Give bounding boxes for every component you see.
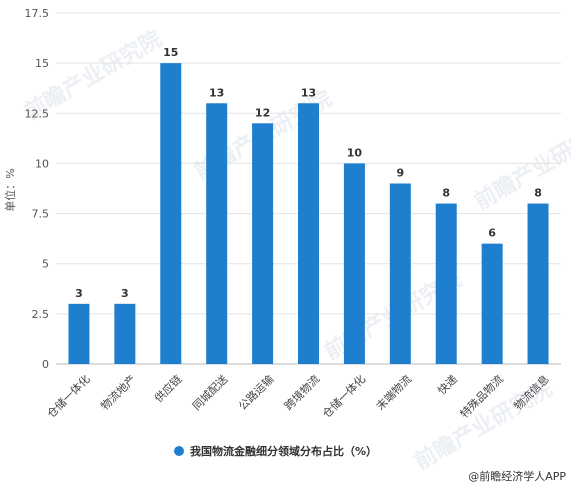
y-tick-label: 0 [42, 358, 49, 371]
data-label: 13 [209, 86, 224, 99]
data-label: 12 [255, 106, 270, 119]
data-label: 9 [396, 166, 404, 179]
x-tick-label: 仓储一体化 [319, 372, 368, 421]
x-tick-label: 供应链 [151, 372, 184, 405]
x-tick-label: 跨境物流 [281, 372, 322, 413]
x-tick-label: 仓储一体化 [44, 372, 93, 421]
data-label: 3 [121, 287, 129, 300]
y-tick-label: 5 [42, 258, 49, 271]
source-credit: @前瞻经济学人APP [468, 469, 566, 483]
legend-marker [174, 446, 184, 456]
bar [481, 243, 503, 364]
y-tick-label: 2.5 [32, 308, 50, 321]
data-label: 15 [163, 46, 178, 59]
y-tick-label: 17.5 [25, 7, 50, 20]
x-tick-label: 末端物流 [373, 372, 414, 413]
y-tick-label: 10 [35, 157, 49, 170]
bar [252, 123, 274, 364]
x-tick-label: 物流地产 [98, 372, 139, 413]
y-tick-label: 12.5 [25, 107, 50, 120]
y-axis-ticks: 0 2.5 5 7.5 10 12.5 15 17.5 [25, 7, 50, 371]
data-label: 13 [301, 86, 316, 99]
bars [68, 63, 549, 365]
y-tick-label: 15 [35, 57, 49, 70]
bar [527, 203, 549, 364]
bar [343, 163, 365, 364]
bar [114, 303, 136, 364]
bar [206, 103, 228, 364]
bar [68, 303, 90, 364]
x-tick-label: 公路运输 [235, 372, 276, 413]
legend-label: 我国物流金融细分领域分布占比（%） [190, 444, 377, 458]
data-label: 3 [75, 287, 83, 300]
legend: 我国物流金融细分领域分布占比（%） [174, 444, 377, 458]
x-tick-label: 同城配送 [189, 372, 230, 413]
y-axis-label: 单位：% [3, 168, 17, 211]
y-tick-label: 7.5 [32, 208, 50, 221]
bar [389, 183, 411, 364]
bar [435, 203, 457, 364]
data-label: 10 [347, 146, 363, 159]
watermark-text: 前瞻产业研究院 [470, 116, 571, 216]
data-label: 6 [488, 227, 496, 240]
data-label: 8 [534, 187, 542, 200]
bar [298, 103, 319, 364]
data-label: 8 [442, 187, 450, 200]
bar [160, 63, 182, 365]
data-labels: 3 3 15 13 12 13 10 9 8 6 8 [75, 46, 542, 300]
x-tick-label: 快递 [435, 372, 460, 397]
